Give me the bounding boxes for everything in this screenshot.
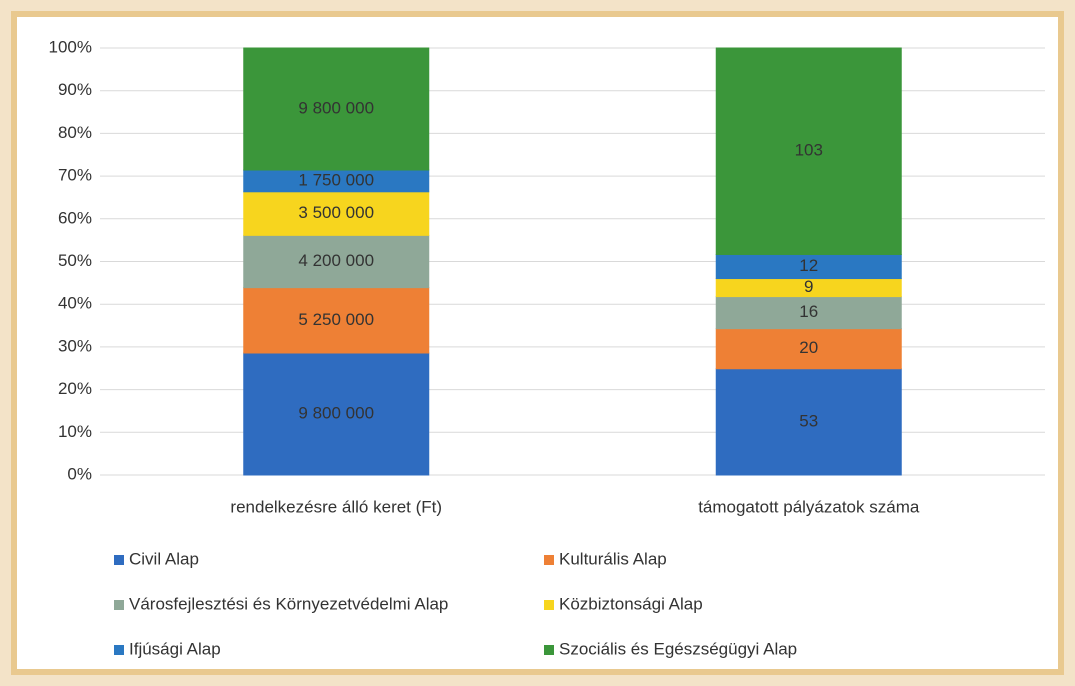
data-label: 4 200 000 <box>298 251 374 270</box>
data-label: 3 500 000 <box>298 203 374 222</box>
legend-label: Szociális és Egészségügyi Alap <box>559 639 797 658</box>
y-tick-label: 70% <box>58 166 92 185</box>
data-label: 20 <box>799 338 818 357</box>
bar-segment <box>715 296 902 330</box>
legend-label: Városfejlesztési és Környezetvédelmi Ala… <box>129 594 448 613</box>
bar-segment <box>715 368 902 476</box>
bar-segment <box>715 253 902 280</box>
legend-swatch <box>114 555 124 565</box>
data-label: 9 800 000 <box>298 98 374 117</box>
chart-frame <box>11 11 1064 675</box>
y-tick-label: 20% <box>58 379 92 398</box>
data-label: 12 <box>799 256 818 275</box>
bar-segment <box>243 191 430 236</box>
y-tick-label: 40% <box>58 294 92 313</box>
bar-segment <box>715 47 902 255</box>
bar-segment <box>243 352 430 476</box>
x-tick-label: rendelkezésre álló keret (Ft) <box>230 497 442 516</box>
data-label: 103 <box>795 141 823 160</box>
legend-swatch <box>544 645 554 655</box>
y-tick-label: 0% <box>67 464 92 483</box>
y-tick-label: 60% <box>58 208 92 227</box>
data-label: 53 <box>799 411 818 430</box>
data-label: 1 750 000 <box>298 170 374 189</box>
legend-swatch <box>544 555 554 565</box>
bar-segment <box>715 328 902 370</box>
y-tick-label: 100% <box>49 37 92 56</box>
y-tick-label: 10% <box>58 422 92 441</box>
legend-swatch <box>114 645 124 655</box>
x-tick-label: támogatott pályázatok száma <box>698 497 920 516</box>
y-tick-label: 90% <box>58 80 92 99</box>
data-label: 9 <box>804 277 813 296</box>
data-label: 9 800 000 <box>298 403 374 422</box>
legend-label: Civil Alap <box>129 549 199 568</box>
bar-segment <box>243 234 430 289</box>
legend-swatch <box>114 600 124 610</box>
y-tick-label: 50% <box>58 251 92 270</box>
legend-swatch <box>544 600 554 610</box>
data-label: 5 250 000 <box>298 310 374 329</box>
legend-label: Ifjúsági Alap <box>129 639 221 658</box>
data-label: 16 <box>799 302 818 321</box>
legend-label: Közbiztonsági Alap <box>559 594 703 613</box>
y-tick-label: 30% <box>58 336 92 355</box>
bar-segment <box>243 47 430 171</box>
y-tick-label: 80% <box>58 123 92 142</box>
bar-segment <box>243 287 430 354</box>
legend-label: Kulturális Alap <box>559 549 667 568</box>
